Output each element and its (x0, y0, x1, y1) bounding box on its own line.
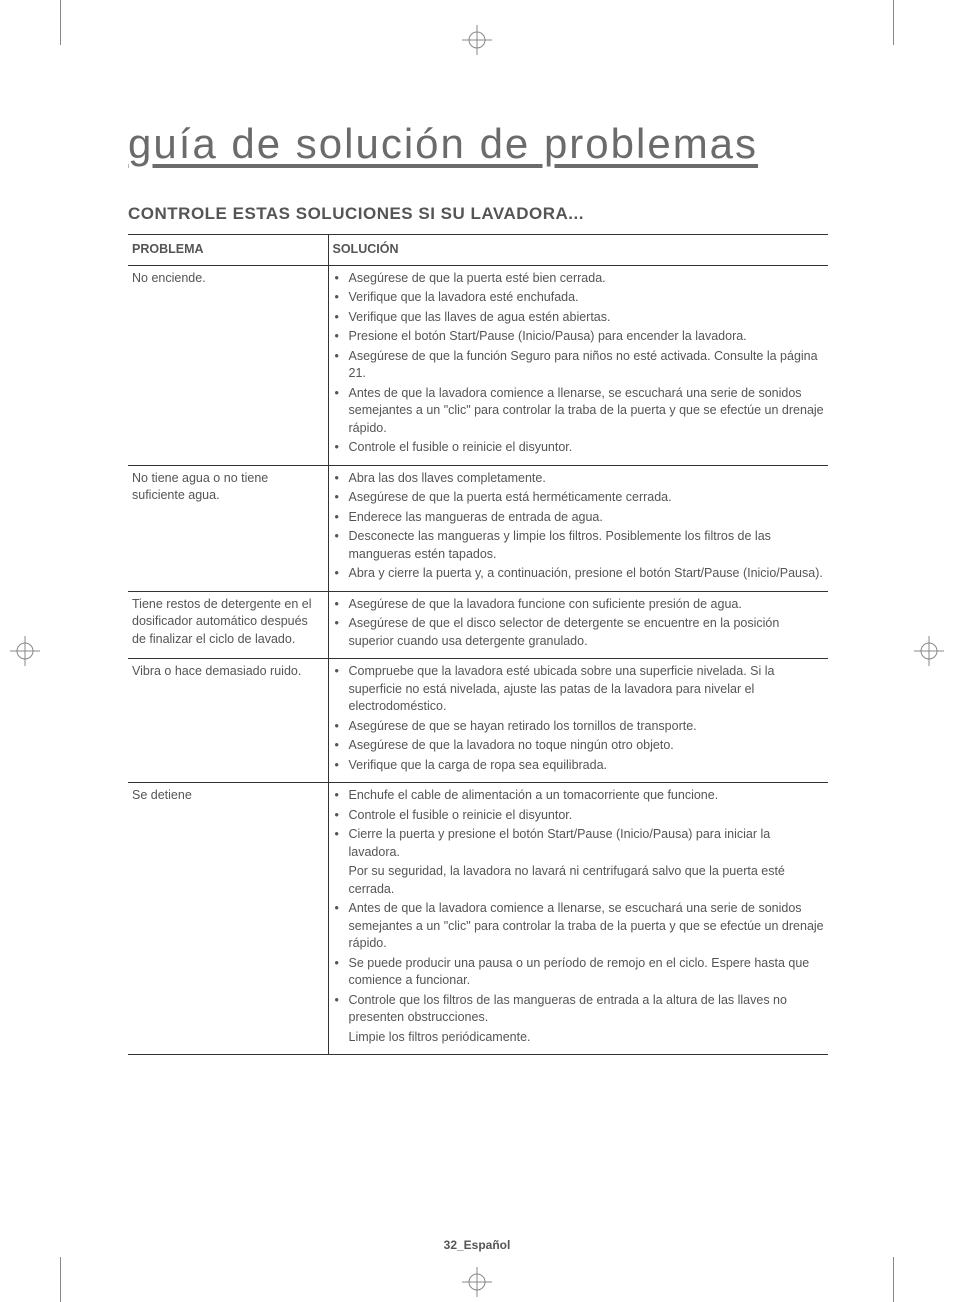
table-body: No enciende. Asegúrese de que la puerta e… (128, 265, 828, 1055)
solution-item: Controle que los filtros de las manguera… (333, 992, 825, 1027)
registration-mark-icon (914, 636, 944, 666)
table-row: No tiene agua o no tiene suficiente agua… (128, 465, 828, 591)
solution-cell: Enchufe el cable de alimentación a un to… (328, 783, 828, 1055)
table-row: Tiene restos de detergente en el dosific… (128, 591, 828, 659)
solution-item: Enderece las mangueras de entrada de agu… (333, 509, 825, 527)
troubleshooting-table: PROBLEMA SOLUCIÓN No enciende.Asegúrese … (128, 234, 828, 1055)
solution-item: Antes de que la lavadora comience a llen… (333, 385, 825, 438)
registration-mark-icon (10, 636, 40, 666)
solution-item: Compruebe que la lavadora esté ubicada s… (333, 663, 825, 716)
problem-cell: Se detiene (128, 783, 328, 1055)
crop-mark (893, 0, 894, 45)
col-header-problem: PROBLEMA (128, 235, 328, 266)
solution-item: Controle el fusible o reinicie el disyun… (333, 807, 825, 825)
solution-item: Asegúrese de que la puerta esté bien cer… (333, 270, 825, 288)
section-subtitle: CONTROLE ESTAS SOLUCIONES SI SU LAVADORA… (128, 204, 828, 224)
registration-mark-icon (462, 1267, 492, 1297)
solution-item: Asegúrese de que la lavadora funcione co… (333, 596, 825, 614)
solution-item: Verifique que las llaves de agua estén a… (333, 309, 825, 327)
page-footer: 32_Español (0, 1238, 954, 1252)
solution-item: Enchufe el cable de alimentación a un to… (333, 787, 825, 805)
solution-cell: Asegúrese de que la lavadora funcione co… (328, 591, 828, 659)
solution-list: Asegúrese de que la puerta esté bien cer… (333, 270, 825, 457)
solution-item: Asegúrese de que la lavadora no toque ni… (333, 737, 825, 755)
solution-item: Presione el botón Start/Pause (Inicio/Pa… (333, 328, 825, 346)
solution-cell: Abra las dos llaves completamente.Asegúr… (328, 465, 828, 591)
solution-item: Por su seguridad, la lavadora no lavará … (333, 863, 825, 898)
solution-item: Asegúrese de que el disco selector de de… (333, 615, 825, 650)
problem-cell: Vibra o hace demasiado ruido. (128, 659, 328, 783)
registration-mark-icon (462, 25, 492, 55)
solution-list: Enchufe el cable de alimentación a un to… (333, 787, 825, 1046)
solution-item: Asegúrese de que la puerta está hermétic… (333, 489, 825, 507)
problem-cell: Tiene restos de detergente en el dosific… (128, 591, 328, 659)
page-title: guía de solución de problemas (128, 120, 828, 168)
solution-cell: Asegúrese de que la puerta esté bien cer… (328, 265, 828, 465)
problem-cell: No enciende. (128, 265, 328, 465)
solution-item: Se puede producir una pausa o un período… (333, 955, 825, 990)
crop-mark (60, 1257, 61, 1302)
solution-list: Compruebe que la lavadora esté ubicada s… (333, 663, 825, 774)
solution-cell: Compruebe que la lavadora esté ubicada s… (328, 659, 828, 783)
solution-item: Verifique que la lavadora esté enchufada… (333, 289, 825, 307)
solution-item: Asegúrese de que la función Seguro para … (333, 348, 825, 383)
solution-item: Antes de que la lavadora comience a llen… (333, 900, 825, 953)
solution-item: Cierre la puerta y presione el botón Sta… (333, 826, 825, 861)
solution-item: Verifique que la carga de ropa sea equil… (333, 757, 825, 775)
table-row: Se detiene Enchufe el cable de alimentaci… (128, 783, 828, 1055)
solution-list: Asegúrese de que la lavadora funcione co… (333, 596, 825, 651)
crop-mark (893, 1257, 894, 1302)
col-header-solution: SOLUCIÓN (328, 235, 828, 266)
solution-item: Abra y cierre la puerta y, a continuació… (333, 565, 825, 583)
problem-cell: No tiene agua o no tiene suficiente agua… (128, 465, 328, 591)
solution-item: Desconecte las mangueras y limpie los fi… (333, 528, 825, 563)
crop-mark (60, 0, 61, 45)
table-row: Vibra o hace demasiado ruido.Compruebe q… (128, 659, 828, 783)
solution-item: Asegúrese de que se hayan retirado los t… (333, 718, 825, 736)
page-content: guía de solución de problemas CONTROLE E… (128, 120, 828, 1055)
solution-list: Abra las dos llaves completamente.Asegúr… (333, 470, 825, 583)
solution-item: Abra las dos llaves completamente. (333, 470, 825, 488)
solution-item: Controle el fusible o reinicie el disyun… (333, 439, 825, 457)
table-row: No enciende. Asegúrese de que la puerta e… (128, 265, 828, 465)
solution-item: Limpie los filtros periódicamente. (333, 1029, 825, 1047)
